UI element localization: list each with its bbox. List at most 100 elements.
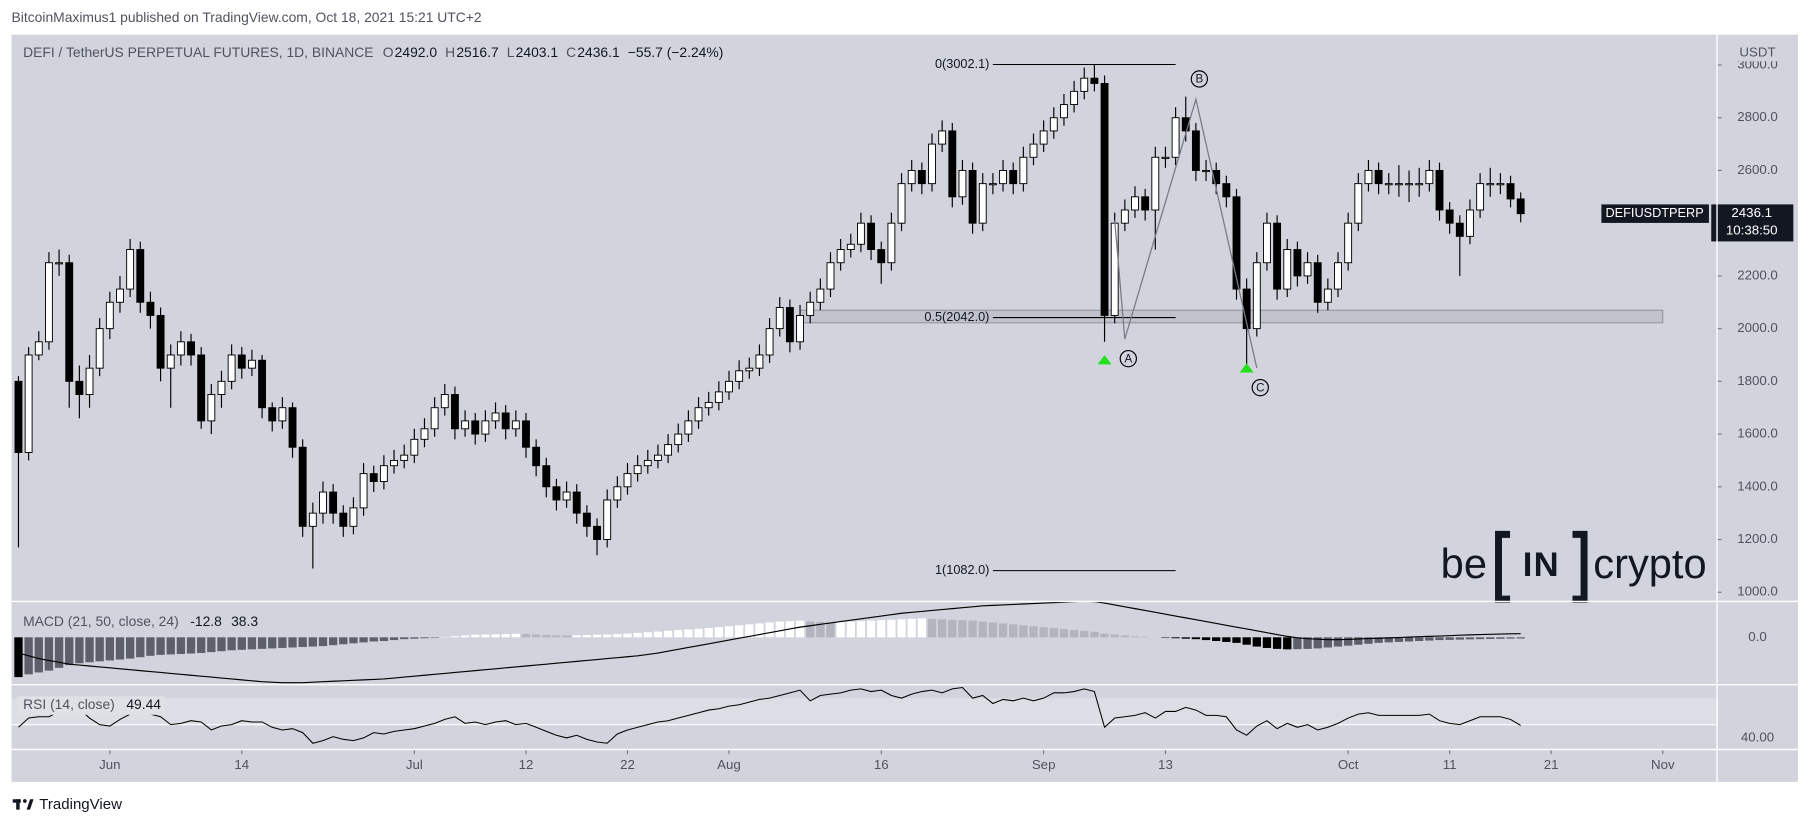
legend-key: H [445, 44, 455, 60]
macd-histogram-bar [887, 619, 896, 638]
candle-body [562, 491, 571, 501]
macd-histogram-bar [166, 637, 175, 655]
macd-histogram-bar [369, 637, 378, 642]
macd-histogram-bar [1293, 637, 1302, 650]
candle-body [1476, 183, 1485, 211]
y-tick-label: 1200.0 [1737, 531, 1778, 546]
candle-body [116, 288, 124, 303]
candle-body [694, 407, 703, 422]
footer-brand: TradingView [39, 796, 122, 813]
macd-histogram-bar [217, 637, 226, 652]
candle-body [1486, 183, 1495, 186]
signal-arrow [1097, 355, 1112, 365]
macd-histogram-bar [846, 621, 855, 638]
macd-histogram-bar [755, 623, 764, 638]
macd-histogram-bar [1029, 626, 1038, 638]
candle-body [55, 262, 64, 265]
rsi-band [11, 698, 1718, 725]
macd-histogram-bar [1262, 637, 1272, 648]
macd-histogram-bar [1039, 627, 1048, 638]
macd-histogram-value: -12.8 [190, 613, 222, 629]
macd-histogram-bar [653, 631, 663, 638]
macd-histogram-bar [745, 624, 754, 638]
macd-histogram-bar [237, 637, 246, 650]
candle-body [1323, 288, 1332, 303]
macd-histogram-bar [948, 619, 957, 638]
candle-body [1496, 183, 1505, 186]
candle-body [501, 412, 510, 430]
candle-body [613, 486, 622, 501]
candle-body [684, 420, 693, 435]
candle-body [237, 354, 246, 369]
macd-histogram-bar [1252, 637, 1261, 647]
wave-line [1114, 96, 1258, 369]
macd-histogram-bar [247, 637, 257, 650]
macd-histogram-bar [1100, 633, 1109, 638]
macd-histogram-bar [1191, 637, 1201, 640]
candle-body [136, 249, 145, 303]
fib-level-label: 0(3002.1) [935, 56, 989, 71]
y-tick-label: 1000.0 [1737, 584, 1778, 599]
candle-body [603, 499, 612, 540]
macd-histogram-bar [257, 637, 267, 649]
candle-body [978, 183, 987, 224]
macd-histogram-bar [328, 637, 338, 646]
candle-body [826, 262, 835, 290]
candle-body [1232, 196, 1241, 290]
candle-body [1070, 90, 1079, 106]
macd-histogram-bar [1506, 637, 1515, 639]
candle-body [288, 407, 297, 448]
wave-label-circle [1251, 378, 1269, 397]
candle-body [714, 391, 723, 403]
candle-body [522, 420, 530, 448]
macd-histogram-bar [1242, 637, 1251, 645]
candle-body [765, 328, 774, 356]
macd-histogram-bar [521, 634, 531, 638]
candle-body [735, 370, 744, 382]
macd-histogram-bar [592, 634, 602, 638]
macd-histogram-bar [1323, 637, 1333, 648]
macd-histogram-bar [633, 632, 642, 638]
macd-histogram-bar [897, 619, 906, 638]
macd-histogram-bar [389, 637, 399, 641]
macd-histogram-bar [1354, 637, 1363, 645]
macd-histogram-bar [816, 622, 825, 638]
candle-body [471, 420, 480, 435]
candle-body [1171, 117, 1180, 158]
candle-body [745, 367, 754, 372]
published-note: BitcoinMaximus1 published on TradingView… [12, 9, 482, 25]
macd-histogram-bar [146, 637, 155, 656]
candle-body [1394, 183, 1403, 186]
macd-histogram-bar [765, 622, 774, 638]
watermark-left: be [1441, 540, 1487, 587]
candle-body [938, 130, 947, 145]
candle-body [1049, 117, 1058, 132]
macd-line-value: 38.3 [231, 613, 258, 629]
macd-histogram-bar [1435, 637, 1444, 641]
macd-histogram-bar [1212, 637, 1221, 642]
macd-histogram-bar [115, 637, 125, 660]
candle-body [187, 341, 195, 356]
fib-level-label: 1(1082.0) [935, 562, 989, 577]
macd-histogram-bar [1475, 637, 1485, 640]
macd-histogram-bar [197, 637, 206, 654]
legend-key: O [383, 44, 394, 60]
macd-histogram-bar [978, 621, 987, 638]
candle-body [1364, 169, 1373, 185]
macd-histogram-bar [552, 635, 561, 638]
macd-histogram-bar [278, 637, 287, 648]
candle-body [1303, 262, 1312, 277]
macd-histogram-bar [927, 618, 937, 638]
candle-body [725, 380, 733, 393]
candle-body [1131, 196, 1139, 211]
candle-body [95, 328, 104, 369]
macd-histogram-bar [359, 637, 368, 643]
macd-histogram-bar [714, 627, 724, 638]
candle-body [857, 222, 865, 245]
macd-histogram-bar [1222, 637, 1231, 642]
candle-body [948, 130, 957, 198]
macd-histogram-bar [136, 637, 145, 658]
candle-body [85, 367, 94, 395]
watermark-right: crypto [1593, 540, 1706, 587]
